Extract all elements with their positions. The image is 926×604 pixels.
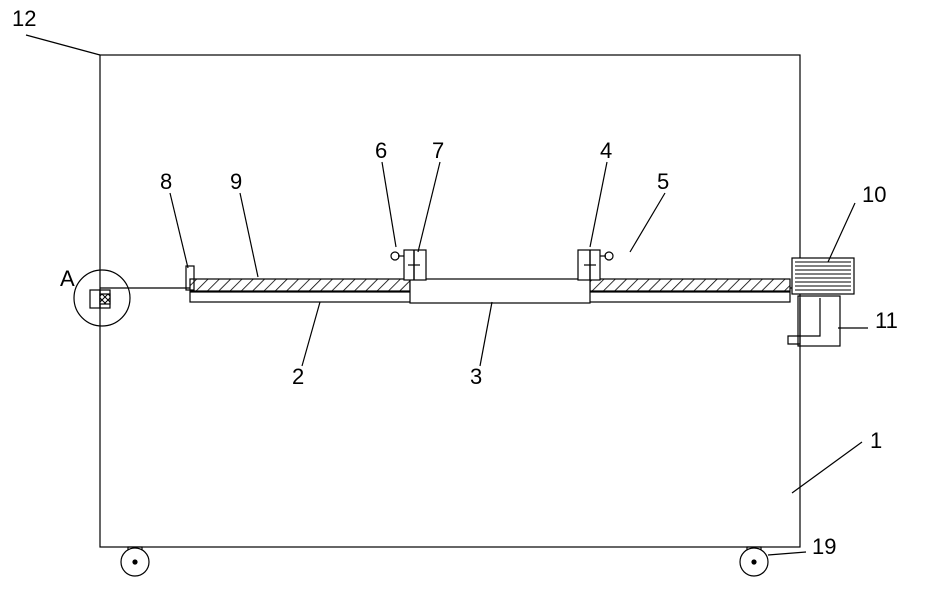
callout-leader-9 (792, 442, 862, 493)
callout-leader-3 (382, 162, 396, 247)
label-l2: 2 (292, 364, 304, 389)
detail-part-cross (100, 294, 110, 304)
callout-leader-1 (170, 193, 188, 268)
callout-leader-7 (828, 203, 855, 262)
callout-leader-10 (302, 302, 320, 366)
wheel-hub-1 (133, 560, 137, 564)
label-l4: 4 (600, 138, 612, 163)
callout-leader-11 (480, 302, 492, 366)
callout-leader-5 (590, 162, 607, 247)
label-l5: 5 (657, 169, 669, 194)
detail-part-a (90, 290, 100, 308)
callout-leader-12 (768, 552, 806, 555)
callout-leader-0 (26, 35, 100, 55)
callout-leader-4 (418, 162, 440, 252)
label-l10: 10 (862, 182, 886, 207)
label-l12: 12 (12, 6, 36, 31)
motor-bracket (788, 298, 820, 344)
rail-2 (590, 279, 790, 291)
motor-bracket-outer (798, 296, 840, 346)
label-l3: 3 (470, 364, 482, 389)
label-l8: 8 (160, 169, 172, 194)
label-lA: A (60, 266, 75, 291)
callout-leader-6 (630, 193, 665, 252)
callout-leader-2 (240, 193, 258, 277)
clamp-left-knob (391, 252, 399, 260)
label-l6: 6 (375, 138, 387, 163)
motor-body (792, 258, 854, 294)
clamp-right-knob (605, 252, 613, 260)
center-block (410, 279, 590, 303)
rail-1 (190, 279, 410, 291)
label-l9: 9 (230, 169, 242, 194)
label-l11: 11 (875, 308, 898, 333)
label-l1: 1 (870, 428, 882, 453)
label-l7: 7 (432, 138, 444, 163)
label-l19: 19 (812, 534, 836, 559)
wheel-hub-2 (752, 560, 756, 564)
